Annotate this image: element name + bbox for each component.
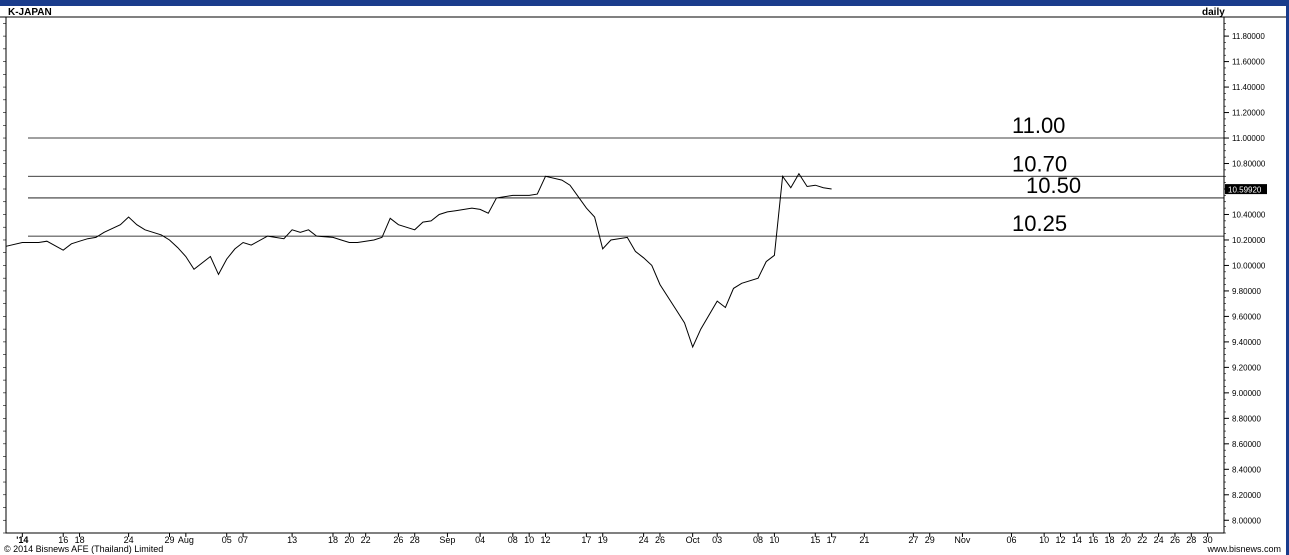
x-tick-label: 20 <box>1121 535 1131 545</box>
x-tick-label: 10 <box>769 535 779 545</box>
hline-label-10-50: 10.50 <box>1026 173 1081 198</box>
x-tick-label: Sep <box>439 535 455 545</box>
x-tick-label: 14 <box>1072 535 1082 545</box>
chart-frequency: daily <box>1202 7 1225 18</box>
x-tick-label: '14 <box>16 535 28 545</box>
x-tick-label: 17 <box>581 535 591 545</box>
x-tick-label: 27 <box>908 535 918 545</box>
y-tick-label: 11.00000 <box>1232 134 1265 143</box>
x-tick-label: 24 <box>639 535 649 545</box>
y-tick-label: 10.00000 <box>1232 261 1266 270</box>
y-tick-label: 11.20000 <box>1232 109 1265 118</box>
y-tick-label: 9.20000 <box>1232 363 1261 372</box>
x-tick-label: 15 <box>810 535 820 545</box>
y-tick-label: 9.40000 <box>1232 338 1261 347</box>
x-tick-label: 22 <box>361 535 371 545</box>
x-tick-label: 26 <box>655 535 665 545</box>
y-tick-label: 8.40000 <box>1232 465 1261 474</box>
y-tick-label: 9.00000 <box>1232 389 1261 398</box>
x-tick-label: 28 <box>1186 535 1196 545</box>
hline-label-11-00: 11.00 <box>1012 113 1065 138</box>
right-frame-bar <box>1286 0 1289 555</box>
y-tick-label: 10.20000 <box>1232 236 1266 245</box>
x-tick-label: 30 <box>1203 535 1213 545</box>
x-tick-label: Oct <box>686 535 701 545</box>
y-tick-label: 11.80000 <box>1232 32 1265 41</box>
y-tick-label: 11.40000 <box>1232 83 1265 92</box>
y-tick-label: 11.60000 <box>1232 58 1265 67</box>
copyright-text: © 2014 Bisnews AFE (Thailand) Limited <box>4 544 164 554</box>
y-tick-label: 8.80000 <box>1232 414 1261 423</box>
y-tick-label: 8.00000 <box>1232 516 1261 525</box>
x-tick-label: 22 <box>1137 535 1147 545</box>
y-tick-label: 9.80000 <box>1232 287 1261 296</box>
x-tick-label: 18 <box>1105 535 1115 545</box>
x-tick-label: 04 <box>475 535 485 545</box>
last-price-label: 10.59920 <box>1228 186 1262 195</box>
x-tick-label: 08 <box>753 535 763 545</box>
x-tick-label: 08 <box>508 535 518 545</box>
y-tick-label: 10.80000 <box>1232 160 1266 169</box>
x-tick-label: 03 <box>712 535 722 545</box>
x-tick-label: 17 <box>827 535 837 545</box>
x-tick-label: 21 <box>859 535 869 545</box>
x-tick-label: 26 <box>393 535 403 545</box>
y-tick-label: 10.40000 <box>1232 210 1266 219</box>
x-tick-label: 05 <box>222 535 232 545</box>
x-tick-label: 29 <box>164 535 174 545</box>
x-tick-label: Nov <box>954 535 971 545</box>
y-tick-label: 8.20000 <box>1232 491 1261 500</box>
x-tick-label: 24 <box>124 535 134 545</box>
x-tick-label: 07 <box>238 535 248 545</box>
x-tick-label: 10 <box>524 535 534 545</box>
y-tick-label: 9.60000 <box>1232 312 1261 321</box>
price-series-line <box>5 172 832 349</box>
x-tick-label: 16 <box>1088 535 1098 545</box>
x-tick-label: 24 <box>1154 535 1164 545</box>
x-tick-label: 28 <box>410 535 420 545</box>
x-tick-label: 10 <box>1039 535 1049 545</box>
x-tick-label: Aug <box>178 535 194 545</box>
x-tick-label: 26 <box>1170 535 1180 545</box>
x-tick-label: 20 <box>344 535 354 545</box>
plot-frame <box>5 16 1225 534</box>
x-tick-label: 16 <box>58 535 68 545</box>
x-tick-label: 18 <box>75 535 85 545</box>
x-tick-label: 19 <box>598 535 608 545</box>
x-tick-label: 13 <box>287 535 297 545</box>
x-tick-label: 18 <box>328 535 338 545</box>
y-tick-label: 8.60000 <box>1232 440 1261 449</box>
chart-title: K-JAPAN <box>8 7 52 18</box>
website-text: www.bisnews.com <box>1207 544 1281 554</box>
last-price-tag <box>1225 184 1267 195</box>
hline-label-10-25: 10.25 <box>1012 211 1067 236</box>
hline-label-10-70: 10.70 <box>1012 151 1067 176</box>
x-tick-label: 12 <box>541 535 551 545</box>
top-frame-bar <box>0 0 1289 6</box>
x-tick-label: 12 <box>1056 535 1066 545</box>
x-tick-label: 06 <box>1006 535 1016 545</box>
x-tick-label: 29 <box>925 535 935 545</box>
